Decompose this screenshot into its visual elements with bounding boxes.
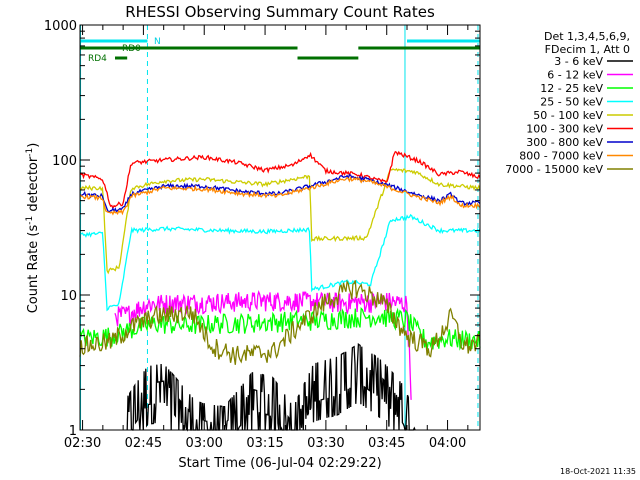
rd0-flag-label: RD0 [122, 44, 141, 54]
x-tick-label: 02:30 [64, 436, 101, 451]
y-tick-label: 1 [69, 424, 77, 439]
y-tick-label: 1000 [44, 19, 77, 34]
legend-entry-label-2: 12 - 25 keV [540, 82, 603, 95]
series-line-3 [79, 213, 481, 312]
series-line-7 [79, 175, 481, 216]
x-axis-label: Start Time (06-Jul-04 02:29:22) [178, 456, 381, 471]
x-tick-label: 03:45 [368, 436, 405, 451]
series-line-4 [79, 167, 481, 275]
legend-entry-label-1: 6 - 12 keV [547, 69, 603, 82]
legend-header-line-0: Det 1,3,4,5,6,9, [544, 30, 630, 43]
series-line-1 [114, 290, 412, 400]
legend-entry-label-6: 300 - 800 keV [526, 136, 603, 149]
legend-entry-label-5: 100 - 300 keV [526, 123, 603, 136]
y-axis-label-main: Count Rate (s [26, 225, 41, 314]
plot-area: N RD0 RD4 1 10 100 1000 02:30 02:45 03:00 03:15 03:… [44, 19, 633, 451]
y-axis-label-sup2: -1 [25, 148, 35, 157]
y-tick-label: 100 [52, 154, 77, 169]
x-tick-label: 03:00 [185, 436, 222, 451]
rd4-flag-label: RD4 [88, 54, 107, 64]
plot-frame [79, 24, 481, 431]
y-axis-label-end: ) [26, 143, 41, 148]
legend: Det 1,3,4,5,6,9,FDecim 1, Att 03 - 6 keV… [505, 30, 633, 176]
y-tick-label: 10 [60, 289, 77, 304]
night-flag-label: N [154, 37, 161, 47]
x-tick-label: 03:30 [307, 436, 344, 451]
y-axis-label: Count Rate (s-1 detector-1) [25, 143, 41, 314]
legend-entry-label-3: 25 - 50 keV [540, 96, 603, 109]
x-tick-label: 02:45 [125, 436, 162, 451]
legend-header-line-1: FDecim 1, Att 0 [545, 43, 630, 56]
legend-entry-label-0: 3 - 6 keV [554, 55, 603, 68]
y-axis-label-mid: detector [26, 156, 41, 216]
legend-entry-label-7: 800 - 7000 keV [519, 150, 603, 163]
x-tick-label: 03:15 [246, 436, 283, 451]
legend-entry-label-4: 50 - 100 keV [533, 109, 603, 122]
legend-entry-label-8: 7000 - 15000 keV [505, 163, 603, 176]
series-line-2 [79, 305, 481, 351]
series-line-8 [79, 279, 481, 365]
chart-title: RHESSI Observing Summary Count Rates [125, 3, 435, 21]
series-line-6 [79, 173, 481, 214]
y-axis-label-sup1: -1 [25, 216, 35, 225]
timestamp: 18-Oct-2021 11:35 [560, 467, 636, 476]
series-line-5 [79, 150, 481, 210]
x-tick-label: 04:00 [429, 436, 466, 451]
